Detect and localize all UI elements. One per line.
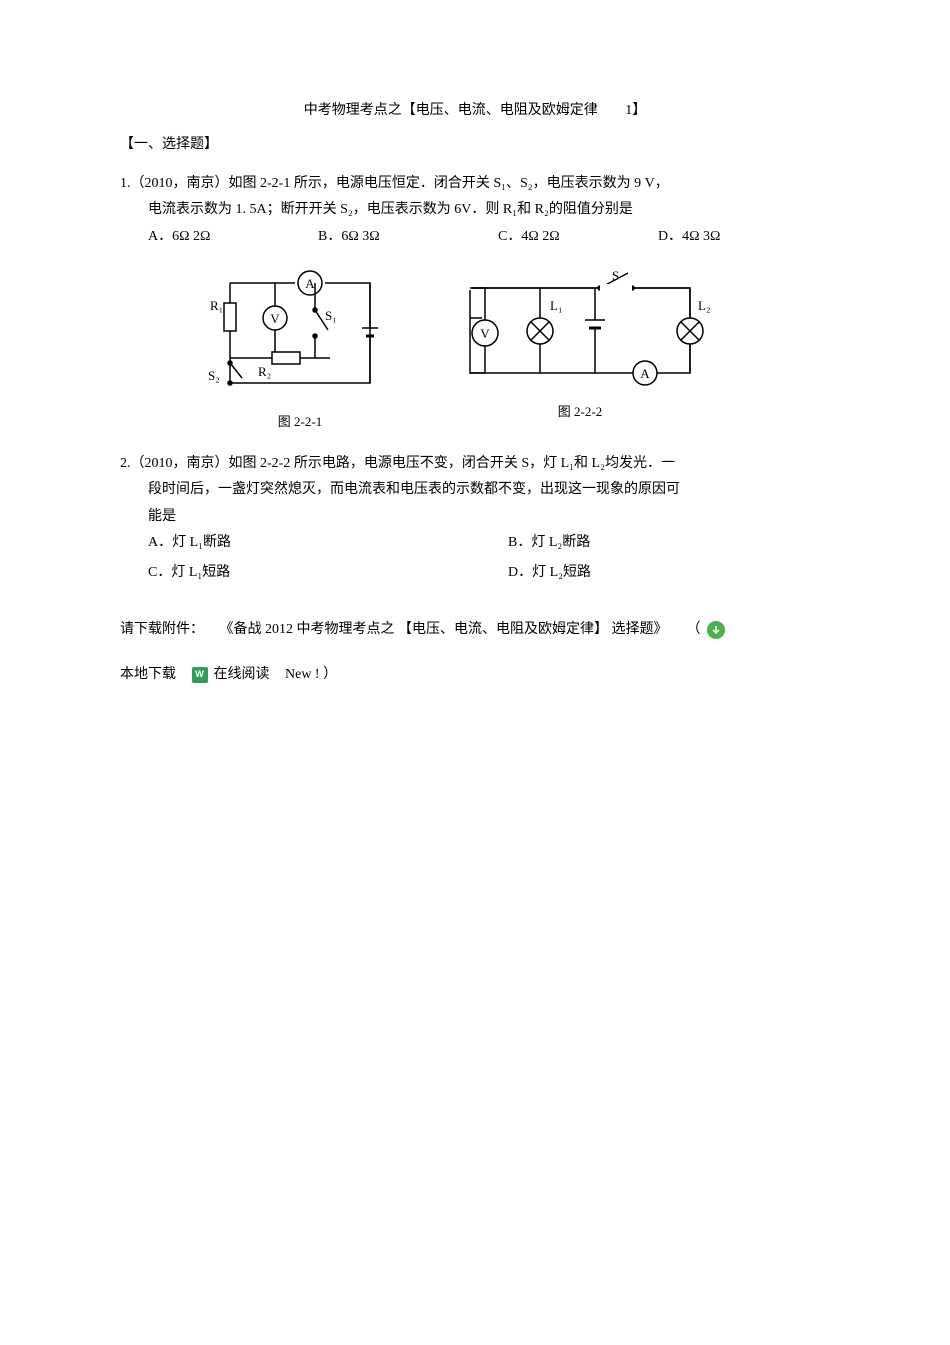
q1-opt-a: A．6Ω 2Ω	[148, 226, 318, 248]
document-icon[interactable]: W	[192, 667, 208, 683]
figures-row: A V R₁ R₂ S₁ S₂ 图 2-2-1	[200, 258, 830, 433]
q1-line2: 电流表示数为 1. 5A；断开开关 S₂，电压表示数为 6V．则 R₁和 R₂的…	[148, 199, 830, 221]
svg-text:S: S	[612, 268, 619, 283]
svg-text:V: V	[270, 311, 280, 326]
document-title: 中考物理考点之【电压、电流、电阻及欧姆定律 1】	[120, 100, 830, 122]
circuit-diagram-2: V A L₁ L₂ S	[450, 258, 710, 398]
download-line-2: 本地下载 W 在线阅读 New ! ）	[120, 660, 830, 691]
svg-text:L₂: L₂	[698, 298, 710, 313]
fig2-caption: 图 2-2-2	[558, 402, 602, 423]
q2-opt-d: D．灯 L₂短路	[508, 562, 728, 584]
svg-text:A: A	[305, 276, 315, 291]
svg-text:A: A	[640, 366, 650, 381]
question-2: 2.（2010，南京）如图 2-2-2 所示电路，电源电压不变，闭合开关 S，灯…	[120, 453, 830, 585]
q2-line1: 2.（2010，南京）如图 2-2-2 所示电路，电源电压不变，闭合开关 S，灯…	[120, 453, 830, 475]
svg-text:S₁: S₁	[325, 308, 337, 323]
q2-line3: 能是	[148, 506, 830, 528]
q1-opt-d: D．4Ω 3Ω	[658, 226, 778, 248]
q1-options: A．6Ω 2Ω B．6Ω 3Ω C．4Ω 2Ω D．4Ω 3Ω	[148, 226, 830, 248]
question-1: 1.（2010，南京）如图 2-2-1 所示，电源电压恒定．闭合开关 S₁、S₂…	[120, 173, 830, 248]
q1-opt-b: B．6Ω 3Ω	[318, 226, 498, 248]
figure-2-2-1: A V R₁ R₂ S₁ S₂ 图 2-2-1	[200, 258, 400, 433]
svg-text:R₂: R₂	[258, 364, 271, 379]
fig1-caption: 图 2-2-1	[278, 412, 322, 433]
title-text: 中考物理考点之【电压、电流、电阻及欧姆定律	[304, 103, 598, 118]
svg-text:S₂: S₂	[208, 368, 220, 383]
q2-options-row2: C．灯 L₁短路 D．灯 L₂短路	[148, 562, 830, 584]
svg-text:R₁: R₁	[210, 298, 223, 313]
download-prefix: 请下载附件：	[120, 615, 204, 646]
q1-line1: 1.（2010，南京）如图 2-2-1 所示，电源电压恒定．闭合开关 S₁、S₂…	[120, 173, 830, 195]
download-section: 请下载附件： 《备战 2012 中考物理考点之 【电压、电流、电阻及欧姆定律】 …	[120, 615, 830, 691]
figure-2-2-2: V A L₁ L₂ S 图 2-2-2	[450, 258, 710, 433]
paren-open: （	[687, 615, 701, 646]
svg-text:L₁: L₁	[550, 298, 562, 313]
q2-options-row1: A．灯 L₁断路 B．灯 L₂断路	[148, 532, 830, 554]
q2-opt-b: B．灯 L₂断路	[508, 532, 728, 554]
section-heading: 【一、选择题】	[120, 134, 830, 156]
q2-line2: 段时间后，一盏灯突然熄灭，而电流表和电压表的示数都不变，出现这一现象的原因可	[148, 479, 830, 501]
online-read-link[interactable]: 在线阅读	[214, 660, 270, 691]
circuit-diagram-1: A V R₁ R₂ S₁ S₂	[200, 258, 400, 408]
local-download-link[interactable]: 本地下载	[120, 660, 176, 691]
new-badge: New ! ）	[285, 660, 337, 691]
q1-opt-c: C．4Ω 2Ω	[498, 226, 658, 248]
download-arrow-icon[interactable]	[707, 621, 725, 639]
q2-opt-c: C．灯 L₁短路	[148, 562, 508, 584]
svg-text:V: V	[480, 326, 490, 341]
download-line-1: 请下载附件： 《备战 2012 中考物理考点之 【电压、电流、电阻及欧姆定律】 …	[120, 615, 830, 646]
q2-opt-a: A．灯 L₁断路	[148, 532, 508, 554]
download-title: 《备战 2012 中考物理考点之 【电压、电流、电阻及欧姆定律】 选择题》	[220, 615, 668, 646]
title-number: 1】	[625, 100, 646, 122]
